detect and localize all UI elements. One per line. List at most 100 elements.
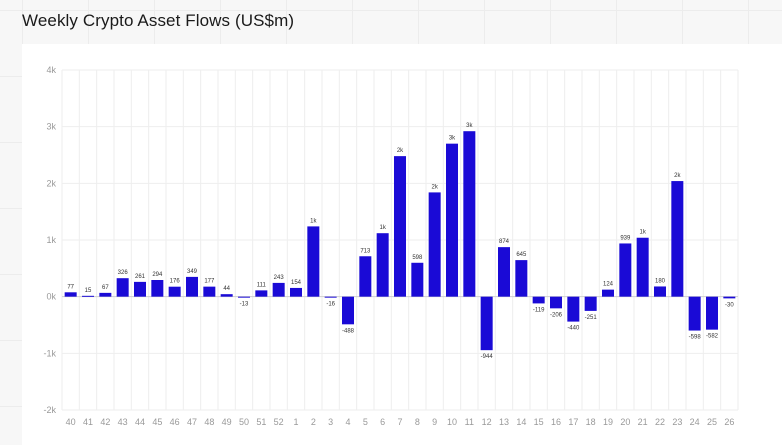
x-tick-label: 4: [345, 417, 350, 427]
chart-title: Weekly Crypto Asset Flows (US$m): [22, 11, 295, 30]
data-label: 176: [170, 279, 181, 285]
data-label: 2k: [431, 184, 438, 190]
x-tick-label: 3: [328, 417, 333, 427]
bar: [411, 262, 424, 297]
bar: [463, 131, 476, 297]
bar: [290, 287, 302, 297]
y-tick-label: 0k: [46, 292, 56, 302]
x-tick-label: 5: [363, 417, 368, 427]
x-tick-label: 50: [239, 417, 249, 427]
data-label: 154: [291, 280, 302, 286]
data-label: -582: [706, 334, 719, 340]
x-tick-label: 25: [707, 417, 717, 427]
data-label: 3k: [466, 123, 473, 129]
data-label: 598: [412, 255, 423, 261]
x-tick-label: 2: [311, 417, 316, 427]
bar: [307, 226, 320, 297]
data-label: 326: [118, 270, 129, 276]
data-label: -13: [240, 302, 249, 308]
x-tick-label: 26: [724, 417, 734, 427]
x-tick-label: 14: [516, 417, 526, 427]
bar: [619, 243, 632, 297]
y-tick-label: 1k: [46, 235, 56, 245]
data-label: 261: [135, 274, 146, 280]
bar: [723, 296, 736, 299]
bar: [671, 181, 684, 297]
data-label: 2k: [397, 148, 404, 154]
data-label: 111: [257, 282, 267, 288]
bar: [515, 260, 528, 297]
bar: [480, 296, 493, 351]
data-label: -598: [689, 335, 702, 341]
x-tick-label: 48: [204, 417, 214, 427]
y-tick-label: 4k: [46, 65, 56, 75]
bar: [272, 282, 285, 297]
bar: [706, 296, 718, 330]
data-label: 243: [274, 275, 285, 281]
bar: [567, 296, 580, 322]
x-tick-label: 22: [655, 417, 665, 427]
data-label: 713: [360, 248, 371, 254]
bar: [99, 292, 112, 297]
x-tick-label: 44: [135, 417, 145, 427]
x-tick-label: 9: [432, 417, 437, 427]
bar: [446, 143, 458, 297]
data-label: 349: [187, 269, 198, 275]
bar: [220, 294, 233, 297]
data-label: -488: [342, 328, 355, 334]
bar: [255, 290, 268, 297]
x-tick-label: 16: [551, 417, 561, 427]
x-tick-label: 23: [672, 417, 682, 427]
x-tick-label: 6: [380, 417, 385, 427]
x-tick-label: 49: [222, 417, 232, 427]
x-tick-label: 51: [256, 417, 266, 427]
y-tick-label: -1k: [43, 348, 56, 358]
bar: [532, 296, 545, 304]
bar: [151, 280, 164, 297]
y-tick-label: 3k: [46, 122, 56, 132]
bar: [64, 292, 77, 297]
bar: [324, 296, 337, 298]
data-label: -944: [481, 354, 494, 360]
data-label: 124: [603, 282, 614, 288]
x-tick-label: 41: [83, 417, 93, 427]
y-tick-label: 2k: [46, 178, 56, 188]
bar: [428, 192, 441, 297]
x-tick-label: 13: [499, 417, 509, 427]
data-label: 67: [102, 285, 109, 291]
bar: [654, 286, 666, 297]
data-label: 2k: [674, 173, 681, 179]
x-tick-label: 42: [100, 417, 110, 427]
y-tick-label: -2k: [43, 405, 56, 415]
data-label: 3k: [449, 136, 456, 142]
bar: [376, 233, 389, 297]
x-tick-label: 19: [603, 417, 613, 427]
data-label: 294: [152, 272, 163, 278]
data-label: 1k: [639, 230, 646, 236]
x-tick-label: 46: [170, 417, 180, 427]
data-label: 180: [655, 278, 666, 284]
data-label: -30: [725, 302, 734, 308]
y-axis-ticks: 4k 3k 2k 1k 0k -1k -2k: [43, 65, 56, 415]
bars: [64, 131, 736, 351]
x-tick-label: 52: [274, 417, 284, 427]
data-label: 177: [204, 279, 215, 285]
x-tick-label: 18: [586, 417, 596, 427]
data-label: 44: [223, 286, 230, 292]
x-tick-label: 12: [482, 417, 492, 427]
bar: [203, 286, 216, 297]
gridlines: [61, 69, 739, 411]
bar: [82, 295, 94, 297]
x-tick-label: 21: [638, 417, 648, 427]
bar: [688, 296, 701, 331]
x-tick-label: 10: [447, 417, 457, 427]
bar: [168, 286, 181, 297]
data-label: 77: [67, 284, 74, 290]
x-tick-label: 17: [568, 417, 578, 427]
x-tick-label: 47: [187, 417, 197, 427]
data-label: -119: [533, 307, 545, 313]
data-label: -251: [585, 315, 598, 321]
bar: [584, 296, 597, 311]
bar: [602, 289, 614, 297]
